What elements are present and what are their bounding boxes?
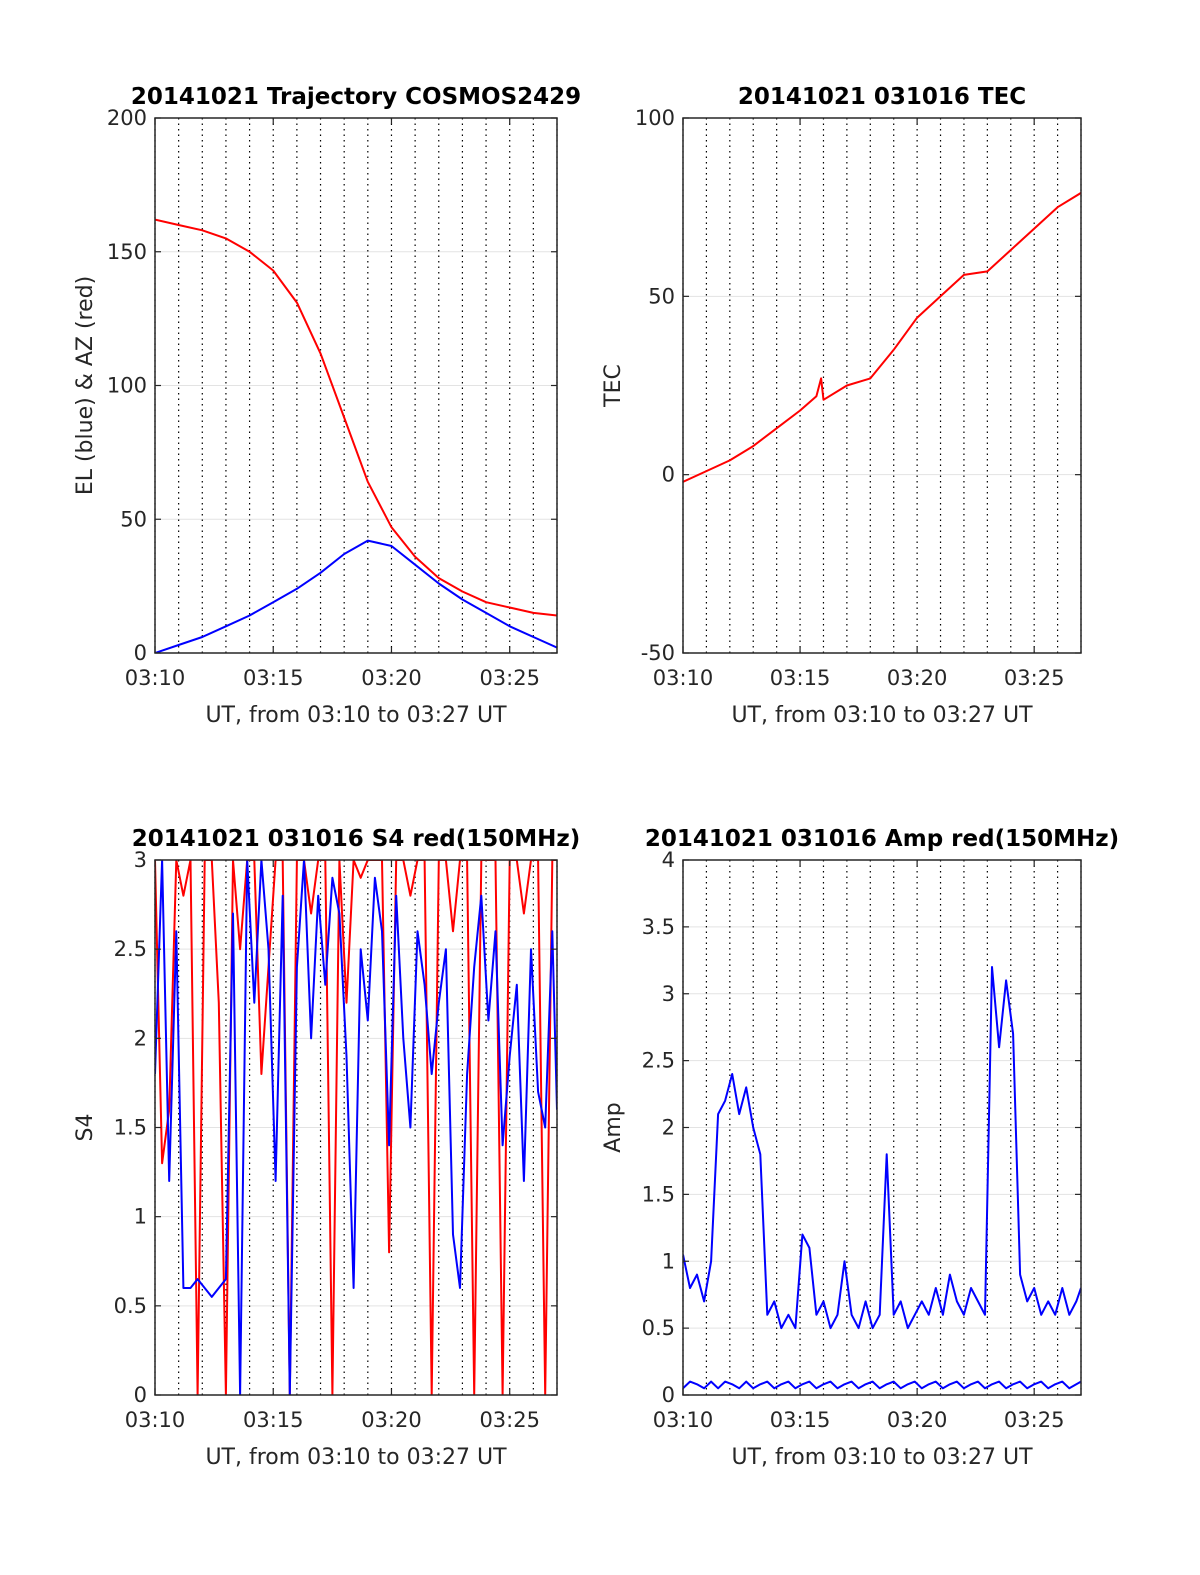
y-tick-label: 100 <box>635 106 675 130</box>
x-tick-label: 03:15 <box>770 1408 831 1432</box>
chart-4: 0 0.5 1 1.5 2 2.5 3 3.5 4 03:10 03:15 03:20 03:25 201… <box>601 826 1119 1470</box>
y-tick-label: 3.5 <box>642 915 675 939</box>
y-tick-label: 0.5 <box>642 1316 675 1340</box>
series-line-1 <box>155 218 557 617</box>
chart-2: -50 0 50 100 03:10 03:15 03:20 03:25 20141021 03… <box>601 84 1082 728</box>
chart-title: 20141021 Trajectory COSMOS2429 <box>131 84 581 110</box>
y-tick-label: 0.5 <box>114 1294 147 1318</box>
series-line-1 <box>155 860 557 1395</box>
y-tick-label: 200 <box>107 106 147 130</box>
series-group <box>683 966 1081 1390</box>
x-axis-label: UT, from 03:10 to 03:27 UT <box>205 703 507 728</box>
x-axis-label: UT, from 03:10 to 03:27 UT <box>731 703 1033 728</box>
x-tick-label: 03:10 <box>653 1408 714 1432</box>
y-tick-label: 2.5 <box>114 937 147 961</box>
x-tick-label: 03:10 <box>125 666 186 690</box>
series-line-1 <box>683 192 1081 483</box>
y-axis-label: Amp <box>601 1102 626 1152</box>
series-line-2 <box>683 1380 1081 1390</box>
y-tick-label: 2 <box>134 1026 147 1050</box>
y-axis-label: EL (blue) & AZ (red) <box>73 276 98 495</box>
x-tick-label: 03:25 <box>479 1408 540 1432</box>
chart-1: 0 50 100 150 200 03:10 03:15 03:20 03:25 20141021… <box>73 84 581 728</box>
y-tick-label: 0 <box>134 1383 147 1407</box>
chart-title: 20141021 031016 S4 red(150MHz) <box>132 826 581 852</box>
y-tick-label: 150 <box>107 240 147 264</box>
series-line-1 <box>683 966 1081 1330</box>
x-axis-label: UT, from 03:10 to 03:27 UT <box>205 1445 507 1470</box>
series-line-2 <box>155 860 557 1395</box>
y-tick-label: 0 <box>134 641 147 665</box>
x-tick-label: 03:20 <box>887 666 948 690</box>
y-tick-label: 100 <box>107 374 147 398</box>
y-tick-label: 2 <box>662 1116 675 1140</box>
y-tick-label: 3 <box>134 848 147 872</box>
y-tick-label: 4 <box>662 848 675 872</box>
x-tick-label: 03:15 <box>243 666 304 690</box>
y-tick-label: 0 <box>662 1383 675 1407</box>
y-tick-label: 1 <box>134 1205 147 1229</box>
axes-box <box>682 117 1082 654</box>
chart-3: 0 0.5 1 1.5 2 2.5 3 03:10 03:15 03:20 03:25 2014102… <box>73 826 580 1470</box>
x-tick-label: 03:20 <box>887 1408 948 1432</box>
y-tick-label: -50 <box>641 641 675 665</box>
x-tick-label: 03:20 <box>361 666 422 690</box>
y-tick-label: 1.5 <box>642 1182 675 1206</box>
series-group <box>155 218 557 653</box>
series-group <box>155 860 557 1395</box>
y-tick-label: 2.5 <box>642 1049 675 1073</box>
chart-title: 20141021 031016 Amp red(150MHz) <box>645 826 1119 852</box>
y-tick-label: 0 <box>662 463 675 487</box>
y-axis-label: TEC <box>601 364 626 408</box>
x-axis-label: UT, from 03:10 to 03:27 UT <box>731 1445 1033 1470</box>
x-tick-label: 03:20 <box>361 1408 422 1432</box>
x-tick-label: 03:25 <box>479 666 540 690</box>
x-tick-label: 03:10 <box>653 666 714 690</box>
y-tick-label: 1 <box>662 1249 675 1273</box>
y-tick-label: 3 <box>662 982 675 1006</box>
series-line-2 <box>155 539 557 653</box>
y-tick-label: 1.5 <box>114 1116 147 1140</box>
series-group <box>683 192 1081 483</box>
y-tick-label: 50 <box>120 507 147 531</box>
y-tick-label: 50 <box>648 284 675 308</box>
x-tick-label: 03:15 <box>243 1408 304 1432</box>
x-tick-label: 03:10 <box>125 1408 186 1432</box>
x-tick-label: 03:25 <box>1004 1408 1065 1432</box>
chart-title: 20141021 031016 TEC <box>738 84 1026 110</box>
y-axis-label: S4 <box>73 1114 98 1142</box>
x-tick-label: 03:15 <box>770 666 831 690</box>
x-tick-label: 03:25 <box>1004 666 1065 690</box>
